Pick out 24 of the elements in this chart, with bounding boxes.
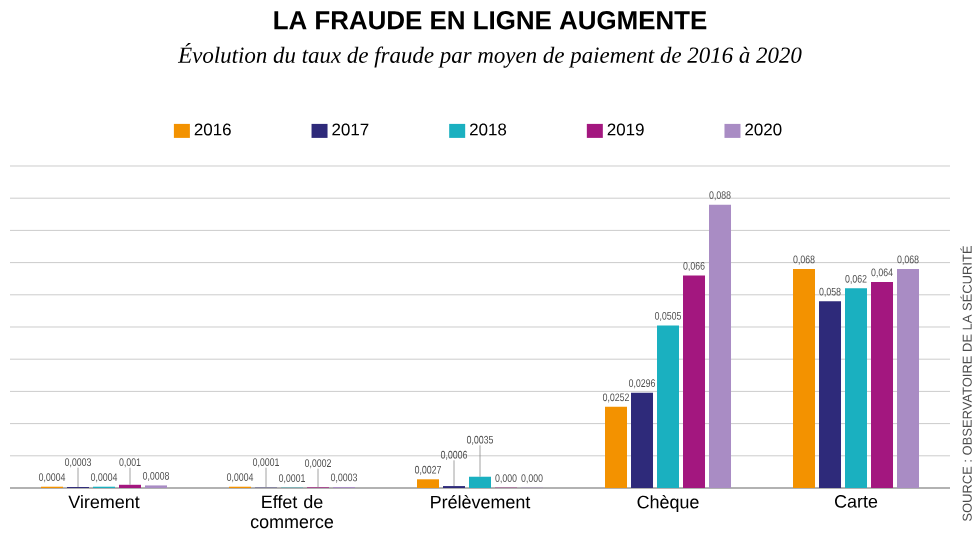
- x-tick-label: Carte: [834, 495, 878, 508]
- bar: [469, 476, 492, 488]
- bar: [871, 281, 894, 488]
- legend-label: 2018: [470, 123, 507, 136]
- bar: [657, 325, 680, 488]
- x-tick-label: Prélèvement: [431, 495, 531, 509]
- bar: [709, 204, 732, 488]
- legend-label: 2019: [607, 123, 644, 136]
- bar: [631, 392, 654, 488]
- bar: [793, 269, 816, 488]
- bar: [683, 275, 706, 488]
- chart-title: LA FRAUDE EN LIGNE AUGMENTE: [274, 11, 707, 30]
- bar: [897, 269, 920, 488]
- legend-label: 2016: [194, 123, 231, 136]
- bar: [819, 301, 842, 488]
- x-tick-label: Effet de commerce: [250, 495, 334, 529]
- x-tick-label: Chèque: [637, 495, 699, 512]
- legend-label: 2017: [332, 123, 369, 136]
- bar: [605, 406, 628, 488]
- bar: [845, 288, 868, 488]
- chart-subtitle: Évolution du taux de fraude par moyen de paiement de 2016 à 2020: [177, 43, 802, 68]
- bar: [417, 479, 440, 488]
- x-tick-label: Virement: [68, 495, 140, 509]
- legend-label: 2020: [745, 123, 782, 136]
